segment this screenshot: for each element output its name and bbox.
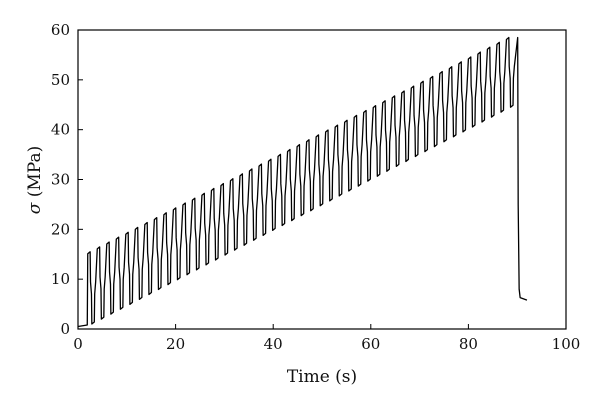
y-axis-label-symbol: σ xyxy=(25,202,45,214)
y-axis-ticks: 0 10 20 30 40 50 60 xyxy=(51,21,83,338)
y-tick-label: 30 xyxy=(51,171,70,189)
x-tick-label: 60 xyxy=(361,335,380,353)
x-tick-label: 80 xyxy=(459,335,478,353)
y-tick-label: 10 xyxy=(51,270,70,288)
x-axis-ticks: 0 20 40 60 80 100 xyxy=(73,324,580,353)
y-tick-label: 40 xyxy=(51,121,70,139)
y-tick-label: 0 xyxy=(60,320,70,338)
x-tick-label: 100 xyxy=(552,335,581,353)
x-tick-label: 0 xyxy=(73,335,83,353)
x-tick-label: 20 xyxy=(166,335,185,353)
y-tick-label: 50 xyxy=(51,71,70,89)
y-tick-label: 60 xyxy=(51,21,70,39)
stress-series-line xyxy=(77,36,528,328)
y-tick-label: 20 xyxy=(51,220,70,238)
x-axis-label: Time (s) xyxy=(287,367,357,387)
series-layer xyxy=(77,36,528,328)
y-axis-label: σ (MPa) xyxy=(25,146,45,215)
x-tick-label: 40 xyxy=(264,335,283,353)
y-axis-label-unit: (MPa) xyxy=(25,146,45,197)
